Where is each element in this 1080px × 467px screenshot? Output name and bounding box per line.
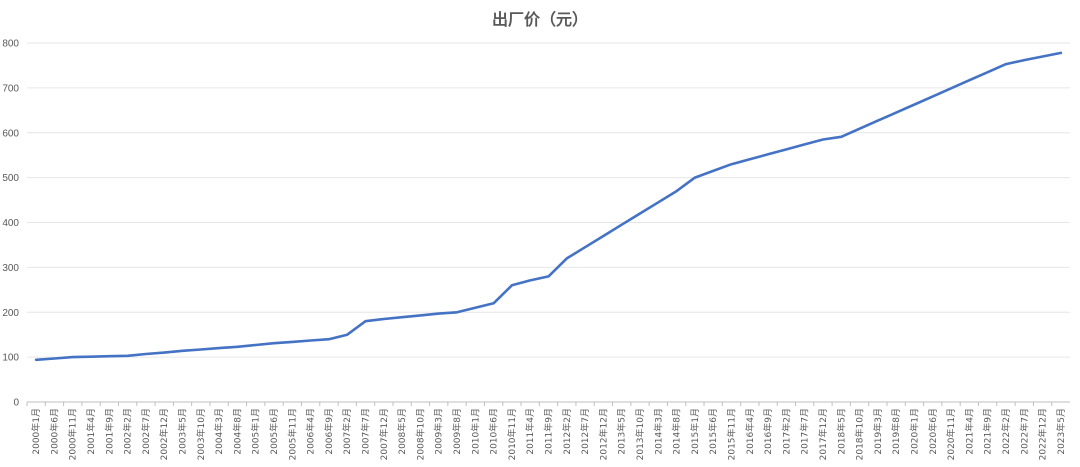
- x-tick-label: 2010年1月: [469, 408, 481, 455]
- x-tick-label: 2006年9月: [323, 408, 335, 455]
- x-tick-label: 2010年6月: [488, 408, 500, 455]
- x-tick-label: 2018年5月: [835, 408, 847, 455]
- y-tick-label: 500: [2, 173, 19, 184]
- x-tick-label: 2017年12月: [817, 408, 829, 460]
- x-tick-label: 2016年9月: [762, 408, 774, 455]
- x-tick-label: 2000年1月: [30, 408, 42, 455]
- x-tick-label: 2015年6月: [707, 408, 719, 455]
- x-tick-label: 2008年10月: [414, 408, 426, 460]
- y-tick-label: 300: [2, 263, 19, 274]
- x-tick-label: 2022年7月: [1018, 408, 1030, 455]
- x-tick-label: 2013年5月: [616, 408, 628, 455]
- x-tick-label: 2011年4月: [524, 408, 536, 455]
- x-tick-label: 2020年11月: [945, 408, 957, 460]
- y-tick-label: 0: [13, 398, 19, 409]
- x-tick-label: 2019年3月: [872, 408, 884, 455]
- x-tick-label: 2014年8月: [671, 408, 683, 455]
- x-tick-label: 2015年11月: [725, 408, 737, 460]
- x-tick-label: 2003年10月: [195, 408, 207, 460]
- x-tick-label: 2012年12月: [597, 408, 609, 460]
- x-tick-label: 2015年1月: [689, 408, 701, 455]
- x-tick-label: 2012年2月: [561, 408, 573, 455]
- x-tick-label: 2018年10月: [854, 408, 866, 460]
- x-tick-label: 2008年5月: [396, 408, 408, 455]
- x-tick-label: 2007年2月: [341, 408, 353, 455]
- x-tick-label: 2003年5月: [177, 408, 189, 455]
- x-tick-label: 2016年4月: [744, 408, 756, 455]
- x-tick-label: 2022年12月: [1037, 408, 1049, 460]
- x-tick-label: 2014年3月: [652, 408, 664, 455]
- x-tick-label: 2021年9月: [982, 408, 994, 455]
- x-tick-label: 2023年5月: [1055, 408, 1067, 455]
- x-tick-label: 2009年3月: [433, 408, 445, 455]
- x-tick-label: 2022年2月: [1000, 408, 1012, 455]
- x-tick-label: 2005年1月: [250, 408, 262, 455]
- x-tick-label: 2005年6月: [268, 408, 280, 455]
- y-tick-label: 100: [2, 353, 19, 364]
- y-tick-label: 600: [2, 128, 19, 139]
- x-tick-label: 2020年6月: [927, 408, 939, 455]
- series-line: [34, 51, 1063, 362]
- x-tick-label: 2002年2月: [122, 408, 134, 455]
- y-tick-label: 800: [2, 39, 19, 50]
- x-tick-label: 2004年3月: [213, 408, 225, 455]
- x-tick-label: 2002年7月: [140, 408, 152, 455]
- y-tick-label: 200: [2, 308, 19, 319]
- x-tick-label: 2002年12月: [158, 408, 170, 460]
- x-tick-label: 2004年8月: [231, 408, 243, 455]
- x-tick-label: 2000年11月: [67, 408, 79, 460]
- x-tick-label: 2006年4月: [305, 408, 317, 455]
- x-tick-label: 2007年12月: [378, 408, 390, 460]
- x-tick-label: 2017年7月: [799, 408, 811, 455]
- x-tick-label: 2009年8月: [451, 408, 463, 455]
- y-tick-label: 700: [2, 83, 19, 94]
- x-tick-label: 2013年10月: [634, 408, 646, 460]
- x-tick-label: 2020年1月: [908, 408, 920, 455]
- x-tick-label: 2007年7月: [360, 408, 372, 455]
- x-tick-label: 2001年4月: [85, 408, 97, 455]
- x-tick-label: 2001年9月: [103, 408, 115, 455]
- x-tick-label: 2017年2月: [780, 408, 792, 455]
- x-tick-label: 2010年11月: [506, 408, 518, 460]
- x-tick-label: 2000年6月: [48, 408, 60, 455]
- chart-title: 出厂价（元）: [491, 10, 588, 29]
- x-tick-label: 2011年9月: [543, 408, 555, 455]
- x-tick-label: 2021年4月: [963, 408, 975, 455]
- x-tick-label: 2012年7月: [579, 408, 591, 455]
- x-tick-label: 2005年11月: [286, 408, 298, 460]
- x-tick-label: 2019年8月: [890, 408, 902, 455]
- y-tick-label: 400: [2, 218, 19, 229]
